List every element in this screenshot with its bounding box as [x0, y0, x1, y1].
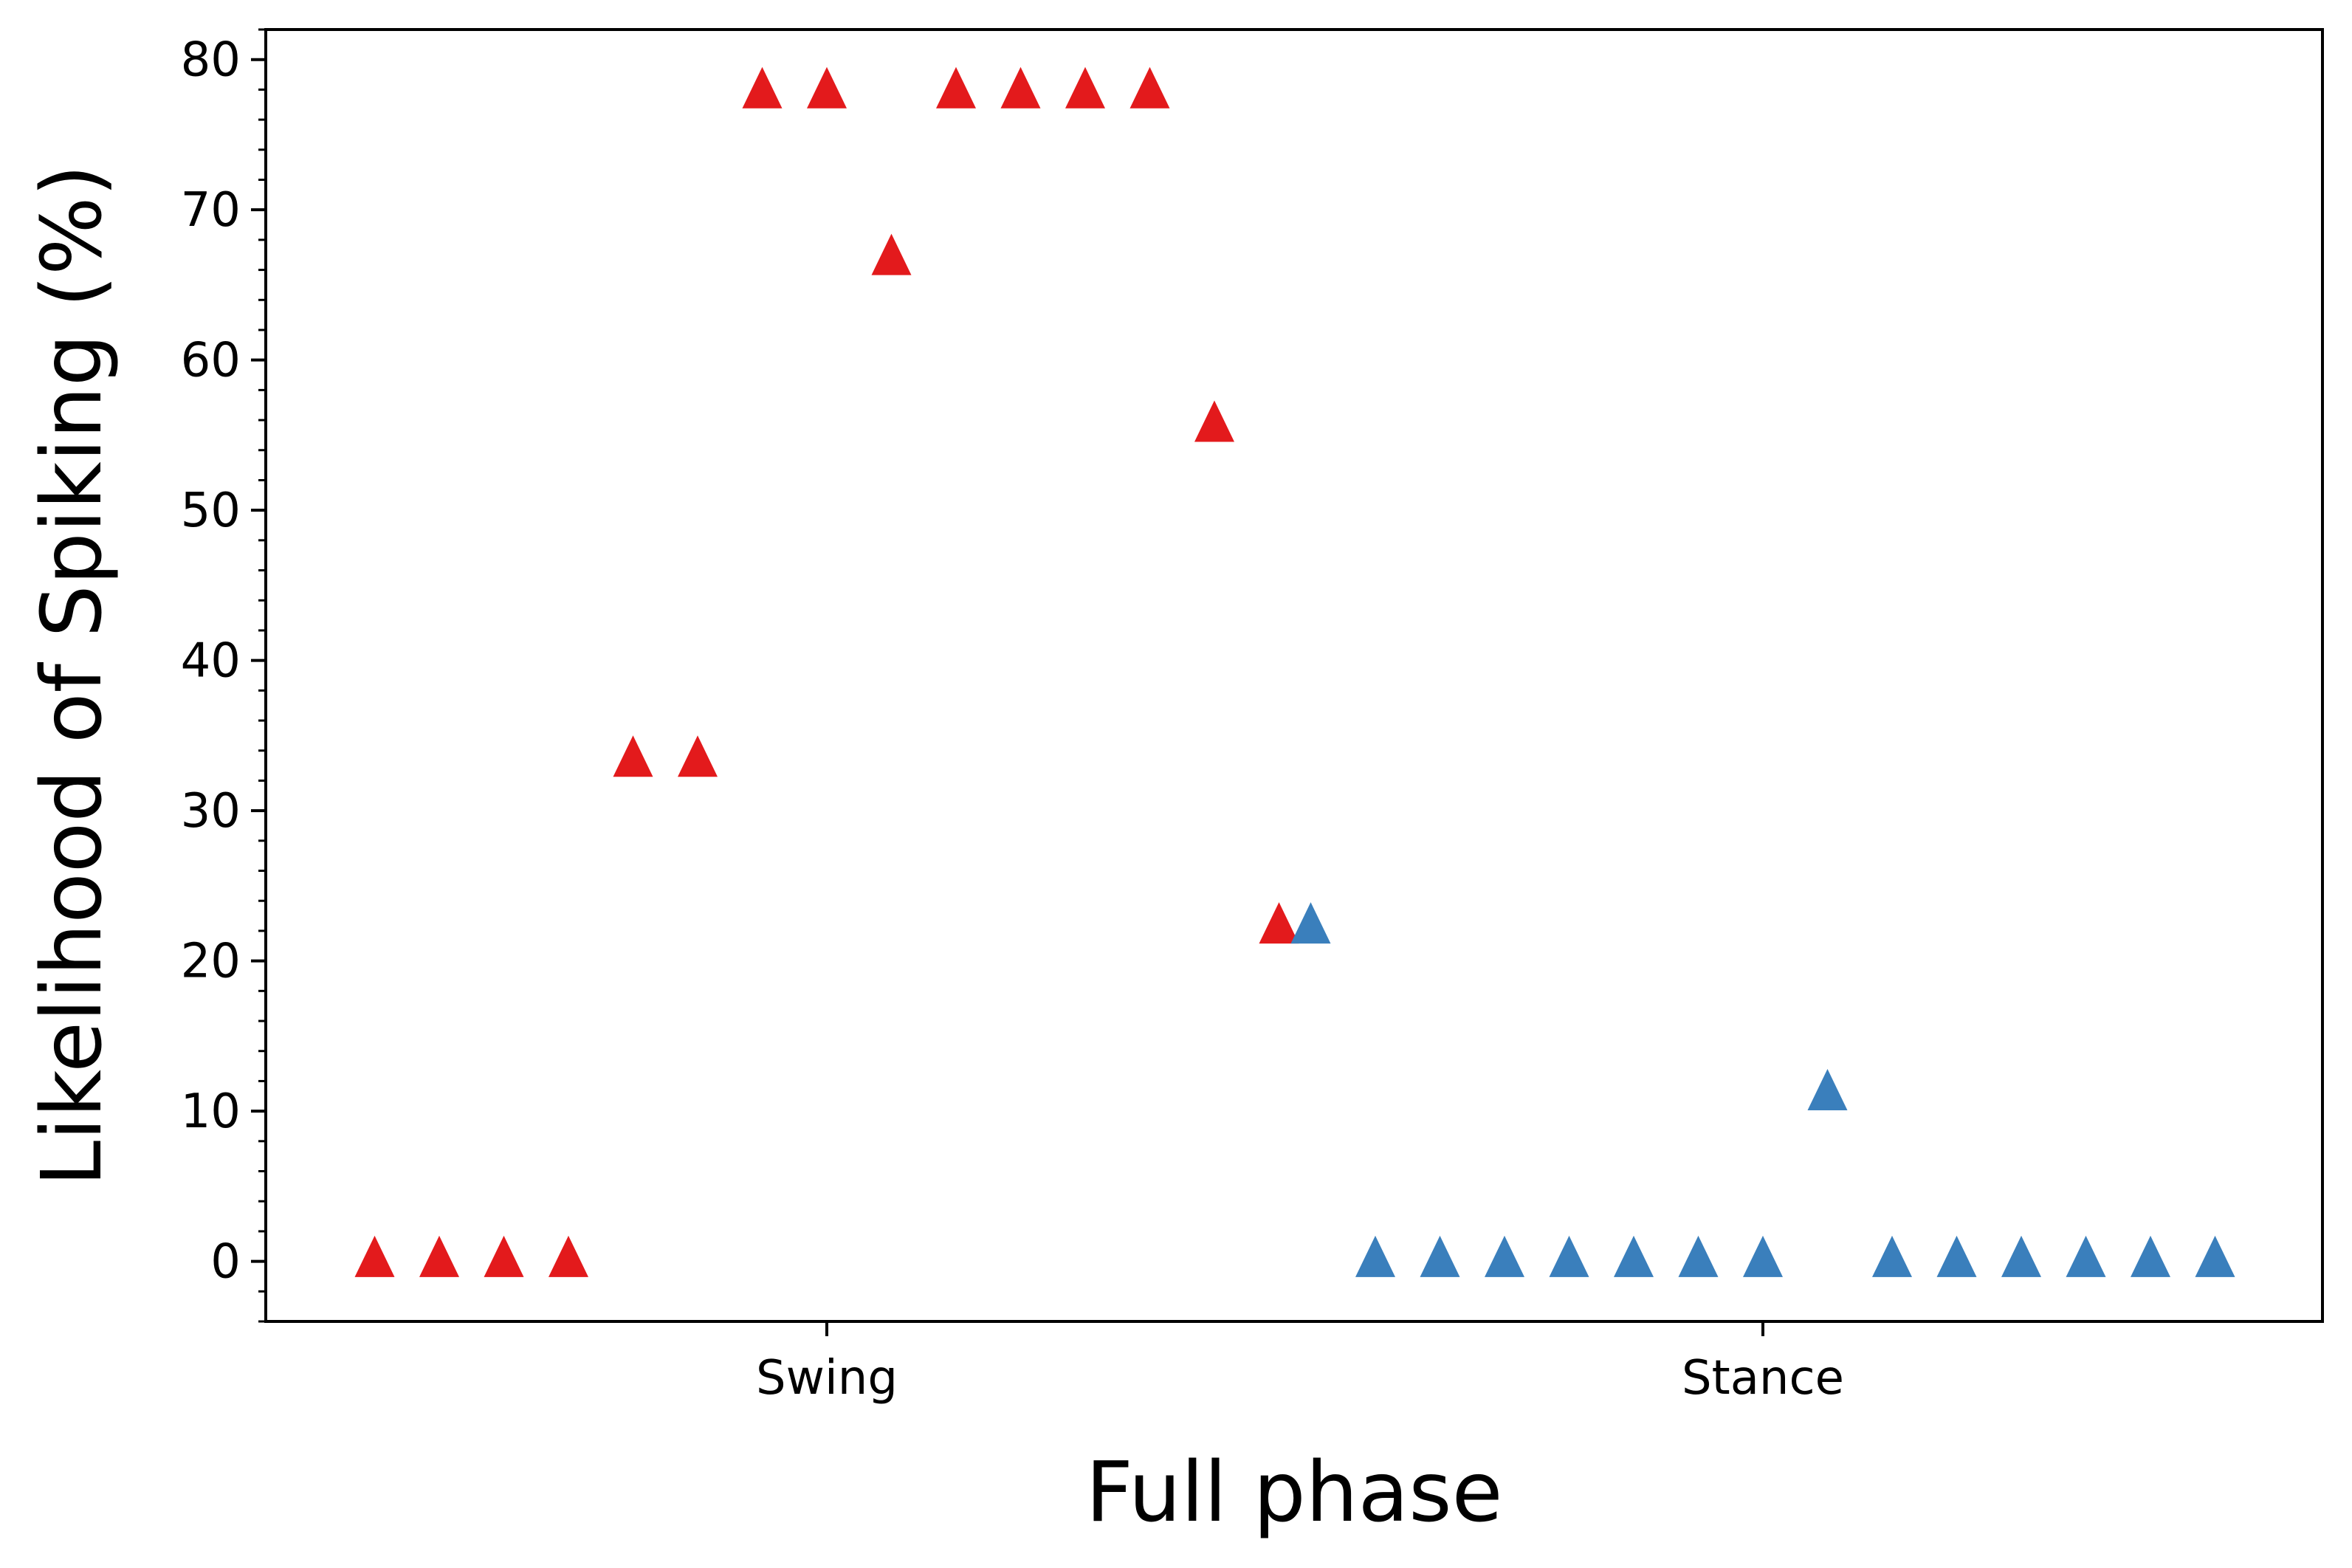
marker-stance [1614, 1235, 1654, 1277]
y-tick-label: 70 [181, 183, 241, 238]
y-tick-label: 60 [181, 334, 241, 388]
marker-swing [1065, 66, 1105, 109]
x-axis: Swing Stance [756, 1321, 1844, 1406]
y-tick-label: 80 [181, 33, 241, 88]
marker-stance [1936, 1235, 1977, 1277]
marker-swing [1194, 400, 1234, 442]
marker-stance [1743, 1235, 1783, 1277]
marker-stance [1290, 902, 1331, 944]
y-tick-label: 50 [181, 484, 241, 538]
x-tick-label: Swing [756, 1351, 898, 1406]
y-tick-label: 0 [210, 1235, 241, 1290]
data-markers [354, 66, 2235, 1277]
marker-stance [1872, 1235, 1912, 1277]
marker-stance [1807, 1069, 1848, 1111]
y-tick-label: 40 [181, 634, 241, 689]
marker-swing [936, 66, 976, 109]
marker-stance [2195, 1235, 2235, 1277]
marker-stance [2001, 1235, 2041, 1277]
marker-swing [742, 66, 783, 109]
marker-stance [1420, 1235, 1460, 1277]
marker-stance [2131, 1235, 2170, 1277]
marker-stance [1485, 1235, 1524, 1277]
y-axis-label: Likelihood of Spiking (%) [24, 165, 120, 1187]
marker-stance [1678, 1235, 1719, 1277]
x-tick-label: Stance [1682, 1351, 1844, 1406]
marker-swing [1129, 66, 1170, 109]
marker-swing [1000, 66, 1041, 109]
marker-swing [807, 66, 847, 109]
marker-stance [1355, 1235, 1395, 1277]
marker-stance [1549, 1235, 1589, 1277]
y-tick-label: 30 [181, 784, 241, 839]
marker-swing [549, 1235, 588, 1277]
marker-swing [484, 1235, 524, 1277]
plot-background [266, 30, 2322, 1321]
marker-swing [678, 735, 718, 777]
y-tick-label: 10 [181, 1084, 241, 1139]
marker-swing [419, 1235, 459, 1277]
marker-swing [871, 233, 912, 275]
plot-frame [264, 28, 2324, 1323]
y-axis: 0 10 20 30 40 50 60 70 80 [181, 28, 266, 1323]
marker-swing [613, 735, 653, 777]
x-axis-label: Full phase [1085, 1445, 1502, 1541]
marker-swing [1259, 902, 1299, 944]
marker-stance [2066, 1235, 2106, 1277]
marker-swing [354, 1235, 395, 1277]
y-tick-label: 20 [181, 935, 241, 989]
